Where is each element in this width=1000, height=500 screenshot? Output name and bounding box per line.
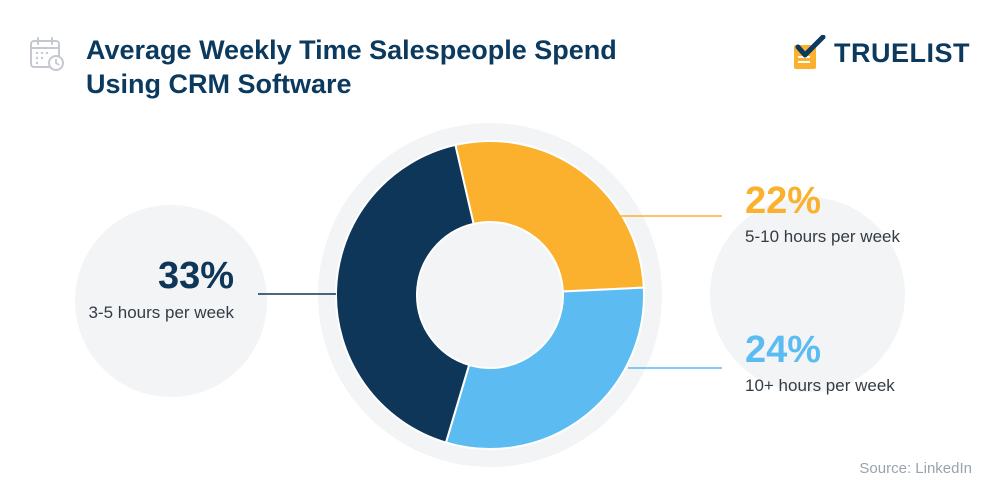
calendar-clock-icon <box>30 37 64 71</box>
slice-category-label-2: 10+ hours per week <box>745 376 895 395</box>
slice-value-label-1: 22% <box>745 180 822 222</box>
brand-name: TRUELIST <box>834 37 970 68</box>
checklist-logo-icon <box>794 35 826 69</box>
slice-value-label-2: 24% <box>745 329 822 371</box>
donut-slice-1 <box>454 140 645 293</box>
background-circle-right <box>710 197 905 392</box>
title-line-2: Using CRM Software <box>86 69 352 99</box>
background-circle-left <box>75 205 267 397</box>
chart-title: Average Weekly Time Salespeople Spend Us… <box>86 33 726 101</box>
donut-slice-0 <box>335 143 475 444</box>
slice-category-label-0: 3-5 hours per week <box>88 303 234 322</box>
slice-category-label-1: 5-10 hours per week <box>745 227 900 246</box>
slice-value-label-0: 33% <box>157 255 234 297</box>
brand-logo: TRUELIST <box>790 35 970 71</box>
title-line-1: Average Weekly Time Salespeople Spend <box>86 35 617 65</box>
source-note: Source: LinkedIn <box>859 460 972 477</box>
donut-slice-2 <box>444 286 645 450</box>
